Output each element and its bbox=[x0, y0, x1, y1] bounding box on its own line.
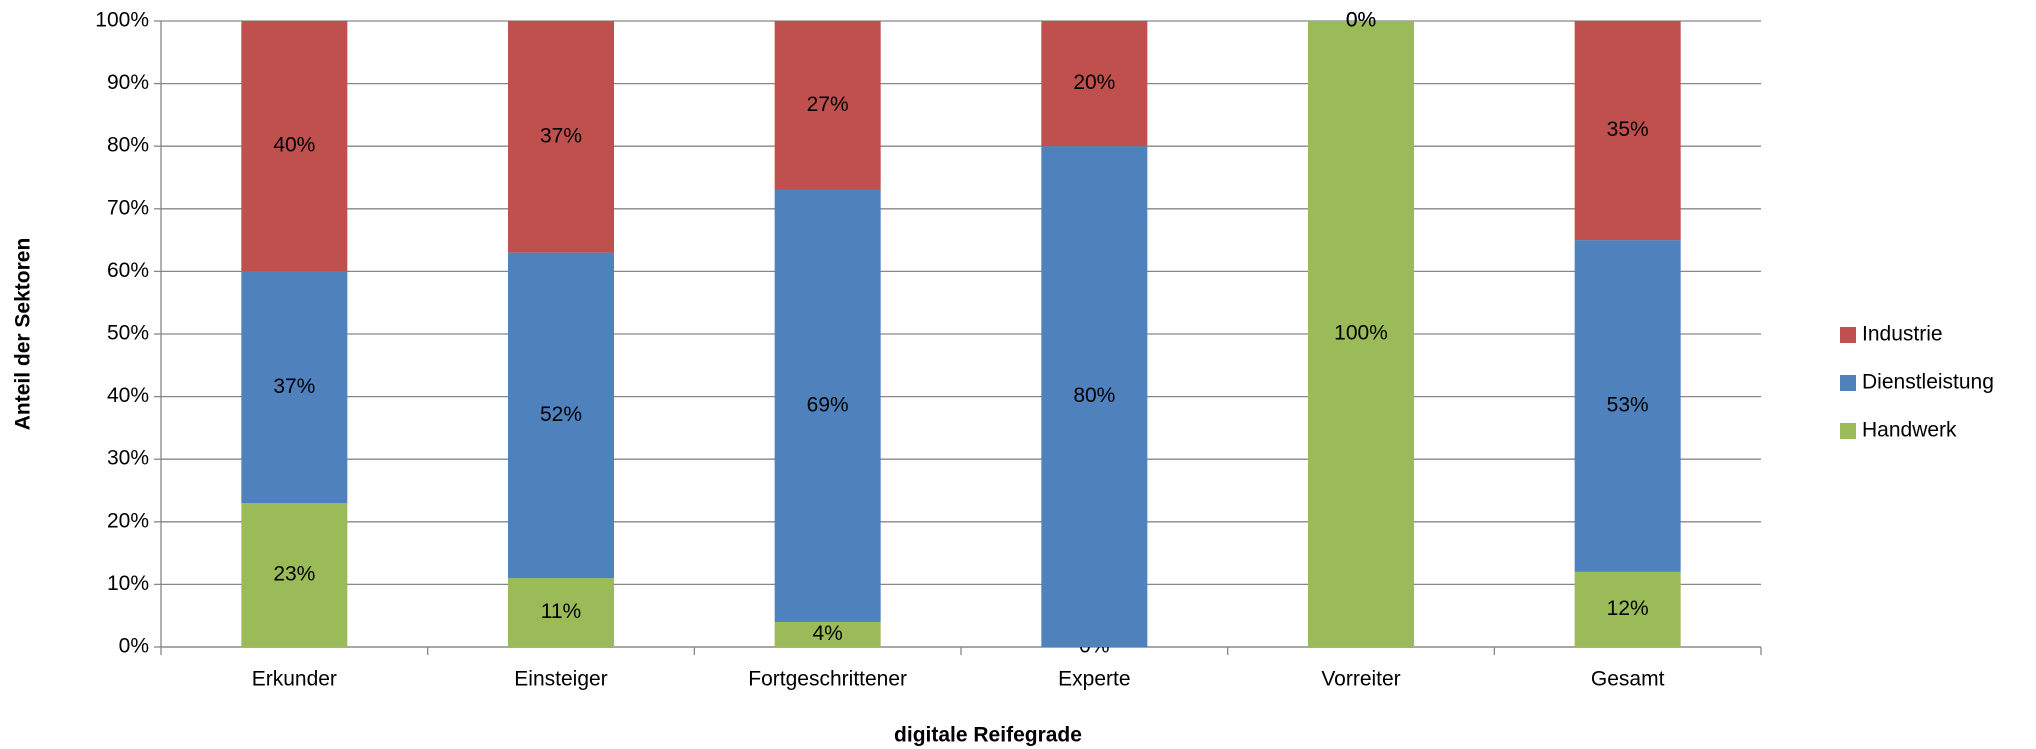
legend-label: Industrie bbox=[1862, 323, 1943, 346]
bar-segment bbox=[1041, 146, 1148, 647]
bar-segment bbox=[241, 21, 348, 272]
y-axis-title: Anteil der Sektoren bbox=[12, 238, 35, 431]
bar-segment bbox=[1574, 21, 1681, 241]
legend-label: Handwerk bbox=[1862, 419, 1957, 442]
bar-segment bbox=[241, 271, 348, 504]
y-tick-label: 90% bbox=[107, 71, 149, 94]
y-tick-label: 40% bbox=[107, 384, 149, 407]
data-label: 37% bbox=[273, 375, 315, 398]
y-tick-label: 100% bbox=[95, 9, 149, 32]
x-tick-label: Erkunder bbox=[252, 668, 337, 691]
data-label: 0% bbox=[1346, 9, 1376, 32]
legend-label: Dienstleistung bbox=[1862, 371, 1994, 394]
data-label: 53% bbox=[1607, 394, 1649, 417]
legend-swatch bbox=[1840, 327, 1856, 343]
bar-segment bbox=[1041, 21, 1148, 147]
y-tick-label: 30% bbox=[107, 447, 149, 470]
data-label: 37% bbox=[540, 124, 582, 147]
x-tick-label: Fortgeschrittener bbox=[748, 668, 907, 691]
y-tick-label: 0% bbox=[119, 635, 149, 658]
bar-segment bbox=[241, 503, 348, 647]
data-label: 40% bbox=[273, 134, 315, 157]
bar-segment bbox=[1574, 571, 1681, 647]
bar-segment bbox=[774, 21, 881, 191]
y-tick-label: 50% bbox=[107, 322, 149, 345]
bar-segment bbox=[508, 252, 614, 579]
legend-swatch bbox=[1840, 375, 1856, 391]
data-label: 52% bbox=[540, 403, 582, 426]
bar-segment bbox=[1574, 240, 1681, 572]
y-tick-label: 60% bbox=[107, 259, 149, 282]
data-label: 23% bbox=[273, 563, 315, 586]
data-label: 100% bbox=[1334, 322, 1388, 345]
x-tick-label: Experte bbox=[1058, 668, 1130, 691]
x-axis-title: digitale Reifegrade bbox=[894, 724, 1082, 747]
data-label: 0% bbox=[1346, 9, 1376, 32]
data-label: 27% bbox=[807, 93, 849, 116]
legend-swatch bbox=[1840, 423, 1856, 439]
data-label: 35% bbox=[1607, 118, 1649, 141]
bar-segment bbox=[1308, 21, 1414, 647]
bar-segment bbox=[774, 621, 881, 647]
data-label: 12% bbox=[1607, 597, 1649, 620]
x-tick-label: Gesamt bbox=[1591, 668, 1665, 691]
data-label: 80% bbox=[1073, 384, 1115, 407]
data-label: 69% bbox=[807, 394, 849, 417]
bar-segment bbox=[774, 190, 881, 622]
data-label: 20% bbox=[1073, 71, 1115, 94]
bar-segment bbox=[508, 578, 614, 647]
y-tick-label: 80% bbox=[107, 134, 149, 157]
data-label: 11% bbox=[541, 600, 581, 623]
data-label: 4% bbox=[812, 622, 842, 645]
y-tick-label: 70% bbox=[107, 196, 149, 219]
y-tick-label: 10% bbox=[107, 572, 149, 595]
y-tick-label: 20% bbox=[107, 509, 149, 532]
bar-segment bbox=[508, 21, 614, 253]
x-tick-label: Einsteiger bbox=[514, 668, 607, 691]
x-tick-label: Vorreiter bbox=[1321, 668, 1400, 691]
